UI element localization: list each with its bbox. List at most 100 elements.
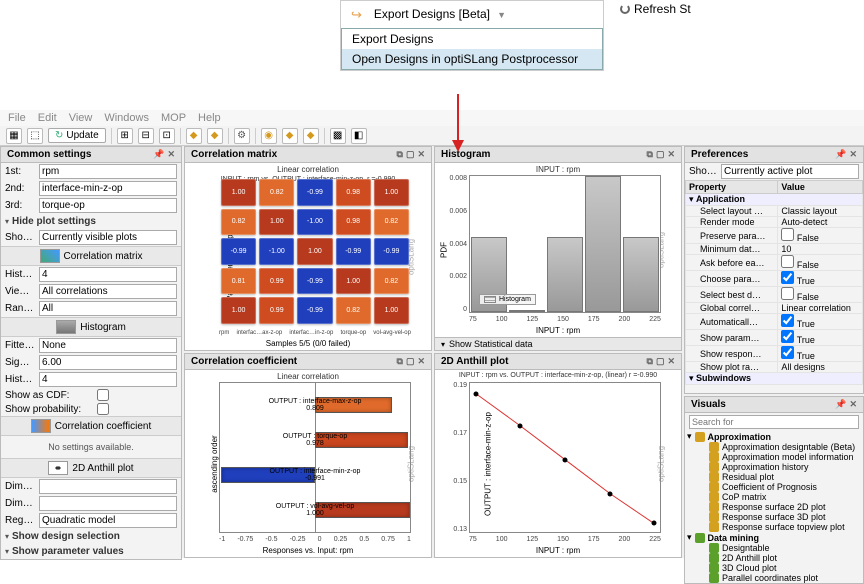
menu-windows[interactable]: Windows	[104, 112, 149, 124]
corr-cell[interactable]: -1.00	[259, 238, 294, 265]
visuals-item[interactable]: Designtable	[685, 543, 863, 553]
toolbar-icon-2[interactable]: ⬚	[27, 128, 43, 144]
corr-cell[interactable]: 0.99	[259, 297, 294, 324]
menu-item-export-designs[interactable]: Export Designs	[342, 29, 602, 49]
close-icon[interactable]: ✕	[849, 399, 857, 410]
visuals-item[interactable]: Residual plot	[685, 472, 863, 482]
a-reg-input[interactable]	[39, 513, 177, 528]
corr-cell[interactable]: 1.00	[221, 297, 256, 324]
hide-plot-settings-toggle[interactable]: ▾Hide plot settings	[1, 214, 181, 229]
corr-coeff-bar[interactable]: OUTPUT : interface-max-z-op0.809	[220, 395, 410, 415]
property-row[interactable]: Global correl…Linear correlation	[686, 303, 863, 314]
corr-cell[interactable]: 0.82	[336, 297, 371, 324]
visuals-item[interactable]: Approximation model information	[685, 452, 863, 462]
menu-help[interactable]: Help	[198, 112, 221, 124]
corr-cell[interactable]: 0.82	[374, 209, 409, 236]
corr-coeff-bar[interactable]: OUTPUT : vol-avg-vel-op1.000	[220, 500, 410, 520]
pref-showfor-input[interactable]	[721, 164, 859, 179]
corr-cell[interactable]: 1.00	[297, 238, 332, 265]
property-row[interactable]: Ask before ea… False	[686, 255, 863, 271]
h-cdf-check[interactable]	[97, 389, 109, 401]
third-input[interactable]	[39, 198, 177, 213]
visuals-item[interactable]: Response surface 3D plot	[685, 512, 863, 522]
visuals-item[interactable]: Approximation designtable (Beta)	[685, 442, 863, 452]
anthill-point[interactable]	[517, 423, 522, 428]
close-icon[interactable]: ✕	[667, 356, 675, 367]
close-icon[interactable]: ✕	[167, 149, 175, 160]
corr-cell[interactable]: 0.99	[259, 268, 294, 295]
h-sigma-input[interactable]	[39, 355, 177, 370]
undock-icon[interactable]: ⧉	[647, 356, 653, 367]
property-row[interactable]: Render modeAuto-detect	[686, 217, 863, 228]
visuals-search-input[interactable]	[689, 415, 859, 429]
close-icon[interactable]: ✕	[849, 149, 857, 160]
pin-icon[interactable]: 📌	[153, 149, 164, 160]
gear-icon[interactable]: ⚙	[234, 128, 250, 144]
layout-icon-3[interactable]: ⊡	[159, 128, 175, 144]
anthill-point[interactable]	[652, 521, 657, 526]
gold-icon-5[interactable]: ◆	[303, 128, 319, 144]
visuals-item[interactable]: Response surface topview plot	[685, 522, 863, 532]
corr-coeff-bar[interactable]: OUTPUT : torque-op0.978	[220, 430, 410, 450]
visuals-item[interactable]: 2D Anthill plot	[685, 553, 863, 563]
layout-icon-1[interactable]: ⊞	[117, 128, 133, 144]
menu-item-open-in-optislang[interactable]: Open Designs in optiSLang Postprocessor	[342, 49, 602, 69]
menu-edit[interactable]: Edit	[38, 112, 57, 124]
toolbar-icon-1[interactable]: ▦	[6, 128, 22, 144]
corr-cell[interactable]: -0.99	[374, 238, 409, 265]
show-statistical-data-toggle[interactable]: ▾Show Statistical data	[435, 337, 681, 350]
gold-icon-3[interactable]: ◉	[261, 128, 277, 144]
update-button[interactable]: ↻Update	[48, 128, 106, 143]
cm-ranges-input[interactable]	[39, 301, 177, 316]
gold-icon-1[interactable]: ◆	[186, 128, 202, 144]
property-row[interactable]: Minimum dat…10	[686, 244, 863, 255]
show-param-values-toggle[interactable]: ▾Show parameter values	[1, 544, 181, 559]
show-design-selection-toggle[interactable]: ▾Show design selection	[1, 529, 181, 544]
property-row[interactable]: Preserve para… False	[686, 228, 863, 244]
max-icon[interactable]: ▢	[406, 356, 415, 367]
h-prob-check[interactable]	[97, 403, 109, 415]
visuals-group[interactable]: ▾Data mining	[685, 532, 863, 543]
max-icon[interactable]: ▢	[656, 356, 665, 367]
corr-cell[interactable]: 1.00	[221, 179, 256, 206]
second-input[interactable]	[39, 181, 177, 196]
visuals-item[interactable]: CoP matrix	[685, 492, 863, 502]
menu-mop[interactable]: MOP	[161, 112, 186, 124]
undock-icon[interactable]: ⧉	[647, 149, 653, 160]
close-icon[interactable]: ✕	[417, 149, 425, 160]
gold-icon-4[interactable]: ◆	[282, 128, 298, 144]
corr-cell[interactable]: 0.98	[336, 179, 371, 206]
a-dimsize-input[interactable]	[39, 496, 177, 511]
corr-cell[interactable]: 0.81	[221, 268, 256, 295]
anthill-point[interactable]	[473, 391, 478, 396]
cm-hist-input[interactable]	[39, 267, 177, 282]
anthill-point[interactable]	[563, 457, 568, 462]
corr-cell[interactable]: 1.00	[259, 209, 294, 236]
close-icon[interactable]: ✕	[417, 356, 425, 367]
visuals-item[interactable]: 3D Cloud plot	[685, 563, 863, 573]
property-row[interactable]: Automaticall… True	[686, 314, 863, 330]
corr-cell[interactable]: -1.00	[297, 209, 332, 236]
corr-cell[interactable]: -0.99	[297, 179, 332, 206]
visuals-group[interactable]: ▾Approximation	[685, 431, 863, 442]
corr-cell[interactable]: 1.00	[374, 179, 409, 206]
subwindows-group[interactable]: Subwindows	[696, 373, 751, 383]
close-icon[interactable]: ✕	[667, 149, 675, 160]
first-input[interactable]	[39, 164, 177, 179]
anthill-point[interactable]	[608, 491, 613, 496]
property-row[interactable]: Choose para… True	[686, 271, 863, 287]
max-icon[interactable]: ▢	[656, 149, 665, 160]
corr-cell[interactable]: -0.99	[297, 268, 332, 295]
property-row[interactable]: Show respon… True	[686, 346, 863, 362]
pref-checkbox[interactable]	[781, 228, 794, 241]
export-designs-button[interactable]: Export Designs [Beta] ▼	[368, 5, 512, 24]
h-fitted-input[interactable]	[39, 338, 177, 353]
corr-cell[interactable]: 0.82	[221, 209, 256, 236]
corr-cell[interactable]: 0.82	[259, 179, 294, 206]
corr-cell[interactable]: 0.98	[336, 209, 371, 236]
corr-cell[interactable]: 0.82	[374, 268, 409, 295]
pin-icon[interactable]: 📌	[835, 149, 846, 160]
visuals-item[interactable]: Parallel coordinates plot	[685, 573, 863, 583]
corr-coeff-bar[interactable]: OUTPUT : interface-min-z-op-0.991	[220, 465, 410, 485]
pref-checkbox[interactable]	[781, 271, 794, 284]
